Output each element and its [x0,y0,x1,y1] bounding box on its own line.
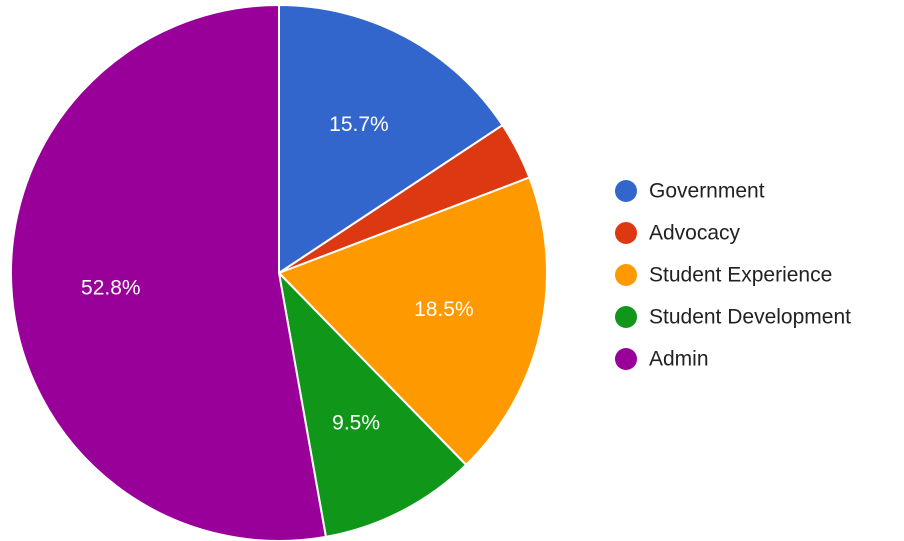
slice-label-admin: 52.8% [81,276,141,299]
legend: Government Advocacy Student Experience Stud… [615,180,851,371]
legend-dot-icon [615,180,637,202]
pie-slice-labels: 15.7% 18.5% 9.5% 52.8% [81,113,474,435]
legend-item-student-development[interactable]: Student Development [615,306,851,329]
legend-dot-icon [615,306,637,328]
slice-label-government: 15.7% [329,113,389,136]
pie-slice-student-experience[interactable] [277,176,548,467]
legend-dot-icon [615,264,637,286]
legend-dot-icon [615,222,637,244]
legend-label: Government [649,180,765,203]
slice-label-student-development: 9.5% [332,412,380,435]
pie-slice-student-development[interactable] [277,269,468,539]
legend-dot-icon [615,348,637,370]
legend-label: Advocacy [649,222,741,245]
legend-item-advocacy[interactable]: Advocacy [615,222,741,245]
pie-slice-admin[interactable] [10,3,328,541]
legend-label: Admin [649,348,709,371]
legend-item-admin[interactable]: Admin [615,348,709,371]
slice-label-student-experience: 18.5% [414,298,474,321]
legend-item-government[interactable]: Government [615,180,765,203]
pie-slices [10,3,548,541]
legend-label: Student Development [649,306,851,329]
legend-item-student-experience[interactable]: Student Experience [615,264,832,287]
legend-label: Student Experience [649,264,832,287]
pie-slice-government[interactable] [278,3,504,275]
